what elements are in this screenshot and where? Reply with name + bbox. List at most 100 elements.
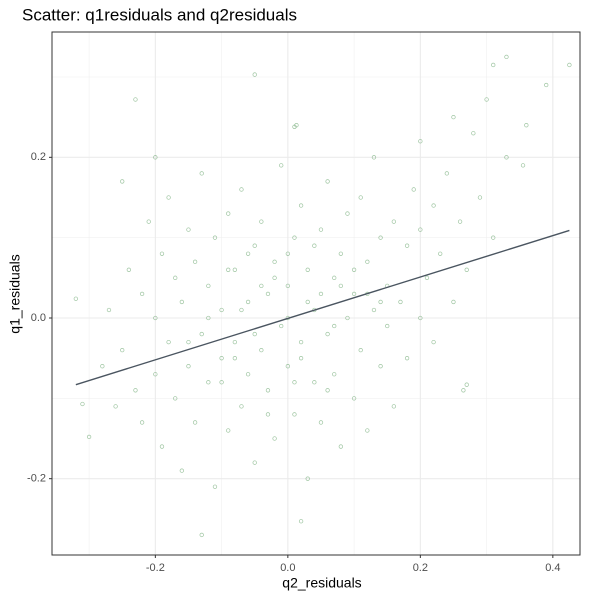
point [318,291,324,297]
point [192,259,198,264]
point [179,299,184,305]
point [305,267,310,272]
point [272,259,277,264]
point [232,356,237,361]
point [457,219,463,224]
point [252,243,257,248]
point [504,54,509,60]
point [451,299,456,305]
point [86,434,92,440]
point [212,484,218,489]
point [166,339,171,345]
point [292,412,297,417]
point [80,401,85,407]
point [186,364,191,369]
point [153,372,158,377]
point [338,251,343,256]
point [477,195,483,200]
fit-line [75,229,570,386]
point [424,275,430,280]
point [431,339,436,345]
point [120,347,125,353]
y-tick-label: 0.0 [31,312,46,324]
point [285,251,290,256]
point [332,323,337,329]
point [173,396,178,401]
point [345,211,350,216]
point [385,323,390,329]
point [192,420,198,425]
point [484,97,489,102]
point [520,163,526,168]
point [404,356,410,361]
point [173,275,178,280]
point [391,404,396,409]
point [491,62,496,68]
point [226,267,231,272]
point [206,283,211,289]
point [358,195,363,200]
point [166,195,171,200]
point [391,219,396,224]
point [232,267,237,272]
point [199,171,204,176]
point [259,283,264,289]
point [100,364,105,369]
point [292,380,297,385]
x-tick-label: 0.2 [413,562,428,574]
point [371,155,377,160]
point [186,339,191,345]
point [272,275,277,280]
panel [52,32,580,555]
point [126,267,131,272]
x-axis-label: q2_residuals [282,575,361,591]
point [245,251,251,256]
y-tick-label: 0.2 [31,151,46,163]
point [298,203,304,208]
point [279,163,284,168]
point [133,97,138,102]
point [226,428,231,433]
point [365,259,370,264]
point [371,307,377,313]
point [186,227,191,232]
point [113,404,118,409]
point [265,412,271,417]
point [464,267,469,272]
point [285,364,290,369]
point [239,307,244,313]
point [206,380,211,385]
point [199,331,204,337]
point [272,436,277,441]
x-tick-label: 0.0 [280,562,295,574]
point [411,187,416,192]
point [338,444,343,449]
point [298,519,304,524]
point [464,382,469,387]
point [418,315,423,321]
point [239,187,244,192]
point [544,82,549,88]
point [312,380,317,385]
panel-border [51,31,581,556]
point [312,243,317,248]
point [159,251,165,256]
point [245,299,251,305]
point [418,227,423,232]
point [146,219,151,224]
point [444,171,449,176]
point [325,388,330,393]
point [106,307,112,313]
point [332,275,337,280]
point [252,72,257,77]
point [219,380,224,385]
point [504,155,509,160]
point [567,62,572,68]
point [318,420,324,425]
point [279,323,284,329]
point [252,331,257,337]
point [252,460,257,465]
point [471,131,476,136]
point [232,339,237,345]
